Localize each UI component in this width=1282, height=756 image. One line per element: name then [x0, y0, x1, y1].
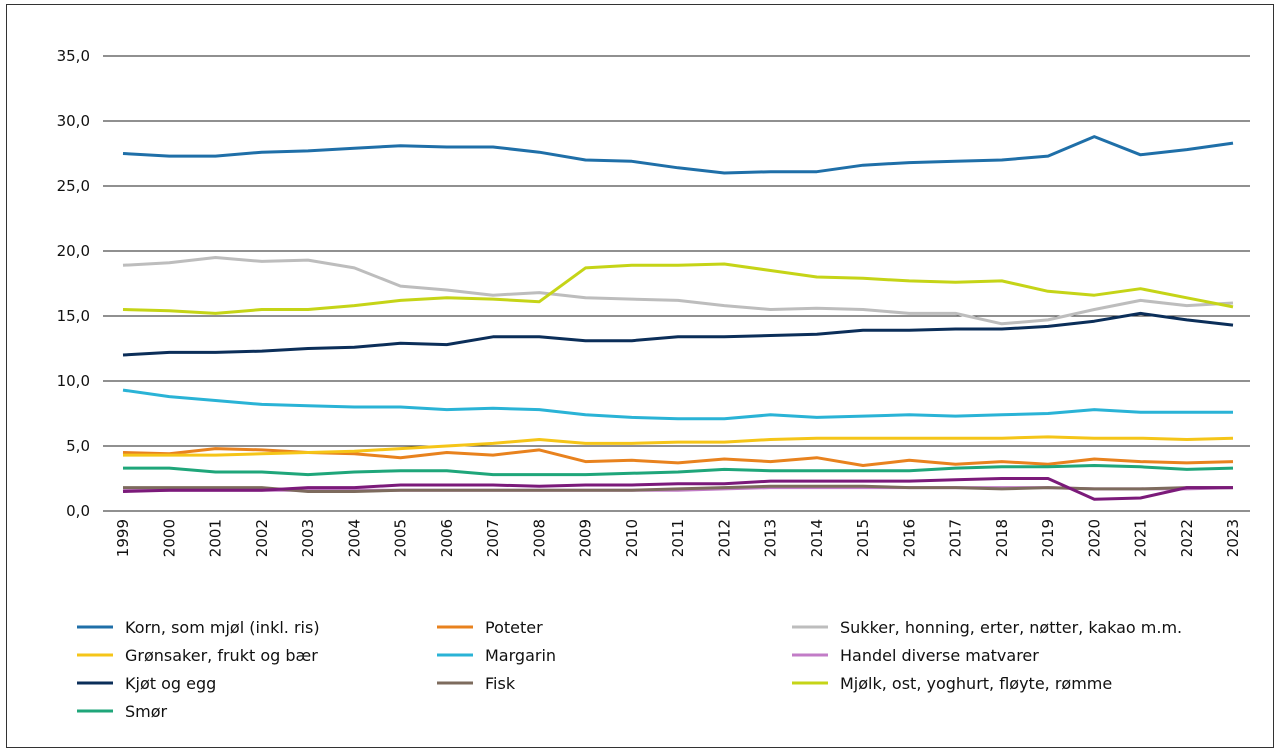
series-line-2: [122, 256, 1234, 326]
legend: Korn, som mjøl (inkl. ris) Poteter Sukker,…: [77, 618, 1182, 721]
x-tick-label: 2020: [1085, 519, 1103, 557]
series-line-4: [122, 388, 1233, 421]
x-tick-label: 2023: [1224, 519, 1242, 557]
x-tick-label: 2015: [854, 519, 872, 557]
x-tick-label: 2014: [808, 519, 826, 557]
legend-item: Korn, som mjøl (inkl. ris): [77, 618, 320, 637]
y-axis-tick-labels: 0,0 5,0 10,0 15,0 20,0 25,0 30,0 35,0: [57, 47, 90, 520]
x-tick-label: 2012: [715, 519, 733, 557]
y-tick-label: 15,0: [57, 307, 90, 325]
legend-item: Fisk: [437, 674, 516, 693]
x-tick-label: 2004: [345, 519, 363, 557]
y-tick-label: 30,0: [57, 112, 90, 130]
legend-item: Smør: [77, 702, 168, 721]
x-tick-label: 2001: [207, 519, 225, 557]
legend-item: Poteter: [437, 618, 543, 637]
chart-frame: 0,0 5,0 10,0 15,0 20,0 25,0 30,0 35,0 1999 2000 2…: [6, 4, 1274, 748]
legend-item: Margarin: [437, 646, 556, 665]
legend-label: Fisk: [485, 674, 516, 693]
y-tick-label: 10,0: [57, 372, 90, 390]
y-tick-label: 25,0: [57, 177, 90, 195]
line-chart: 0,0 5,0 10,0 15,0 20,0 25,0 30,0 35,0 1999 2000 2…: [57, 47, 1250, 721]
series-lines: [122, 135, 1234, 501]
y-tick-label: 5,0: [66, 437, 90, 455]
legend-label: Poteter: [485, 618, 543, 637]
x-tick-label: 2000: [160, 519, 178, 557]
gridlines: [103, 55, 1250, 512]
x-tick-label: 2002: [253, 519, 271, 557]
x-tick-label: 2013: [762, 519, 780, 557]
y-tick-label: 35,0: [57, 47, 90, 65]
series-line-7: [123, 484, 1233, 493]
legend-label: Korn, som mjøl (inkl. ris): [125, 618, 320, 637]
x-tick-label: 2010: [623, 519, 641, 557]
x-tick-label: 2016: [900, 519, 918, 557]
x-tick-label: 2022: [1178, 519, 1196, 557]
legend-item: Grønsaker, frukt og bær: [77, 646, 318, 665]
legend-label: Sukker, honning, erter, nøtter, kakao m.…: [840, 618, 1182, 637]
legend-label: Smør: [125, 702, 168, 721]
x-tick-label: 2017: [947, 519, 965, 557]
y-tick-label: 20,0: [57, 242, 90, 260]
x-tick-label: 2021: [1132, 519, 1150, 557]
series-line-6: [122, 311, 1234, 357]
legend-label: Grønsaker, frukt og bær: [125, 646, 318, 665]
x-tick-label: 2007: [484, 519, 502, 557]
x-tick-label: 2018: [993, 519, 1011, 557]
legend-label: Handel diverse matvarer: [840, 646, 1039, 665]
x-tick-label: 2019: [1039, 519, 1057, 557]
x-axis-tick-labels: 1999 2000 2001 2002 2003 2004 2005 2006 2007 2008…: [114, 519, 1242, 557]
legend-label: Margarin: [485, 646, 556, 665]
series-line-8: [122, 262, 1234, 315]
legend-item: Sukker, honning, erter, nøtter, kakao m.…: [792, 618, 1182, 637]
x-tick-label: 1999: [114, 519, 132, 557]
x-tick-label: 2006: [438, 519, 456, 557]
series-line-1: [122, 447, 1234, 467]
x-tick-label: 2008: [530, 519, 548, 557]
legend-item: Handel diverse matvarer: [792, 646, 1039, 665]
series-line-10: [122, 477, 1233, 501]
legend-item: Kjøt og egg: [77, 674, 216, 693]
series-line-3: [123, 435, 1234, 457]
legend-label: Mjølk, ost, yoghurt, fløyte, rømme: [840, 674, 1112, 693]
x-tick-label: 2009: [577, 519, 595, 557]
legend-item: Mjølk, ost, yoghurt, fløyte, rømme: [792, 674, 1112, 693]
y-tick-label: 0,0: [66, 502, 90, 520]
legend-label: Kjøt og egg: [125, 674, 216, 693]
x-tick-label: 2003: [299, 519, 317, 557]
x-tick-label: 2005: [392, 519, 410, 557]
series-line-9: [123, 464, 1234, 477]
series-line-0: [122, 135, 1234, 175]
x-tick-label: 2011: [669, 519, 687, 557]
